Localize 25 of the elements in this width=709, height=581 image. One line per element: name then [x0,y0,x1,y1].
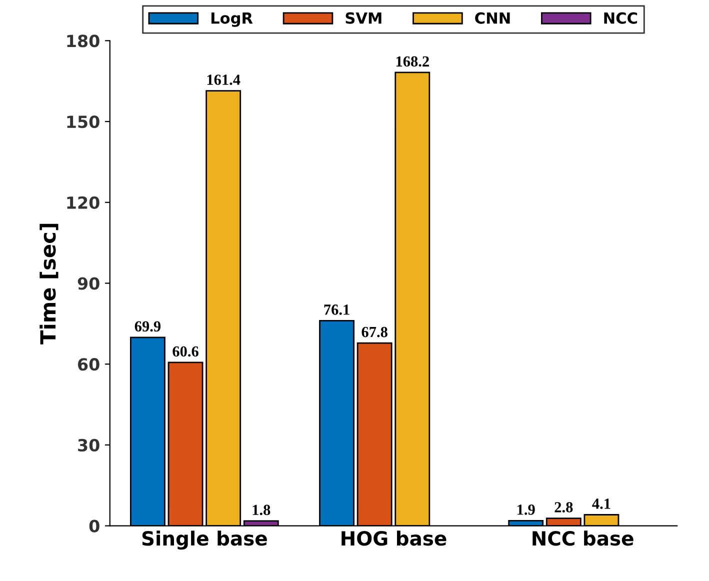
data-label: 4.1 [592,498,610,509]
data-label: 67.8 [362,326,388,338]
y-tick-label: 150 [67,115,100,128]
data-label: 76.1 [324,304,350,315]
data-label: 60.6 [172,346,198,357]
data-label: 161.4 [207,74,240,85]
x-tick-label: Single base [142,530,267,550]
data-label: 2.8 [554,502,573,512]
data-label: 69.9 [134,321,161,332]
legend-label: SVM [346,12,382,24]
legend-label: CNN [475,12,510,24]
data-label: 168.2 [396,56,429,67]
x-tick-label: NCC base [532,530,634,546]
data-label: 1.9 [518,504,535,515]
y-tick-label: 90 [78,277,100,290]
legend-label: LogR [211,12,253,27]
x-tick-label: HOG base [342,530,446,546]
y-tick-label: 0 [89,520,100,532]
y-tick-label: 60 [78,358,100,371]
y-axis-title: Time [sec] [40,224,58,344]
y-tick-label: 120 [67,196,100,209]
y-tick-label: 180 [67,34,100,48]
data-label: 1.8 [252,504,270,516]
legend-label: NCC [604,12,638,24]
y-tick-label: 30 [78,438,100,452]
